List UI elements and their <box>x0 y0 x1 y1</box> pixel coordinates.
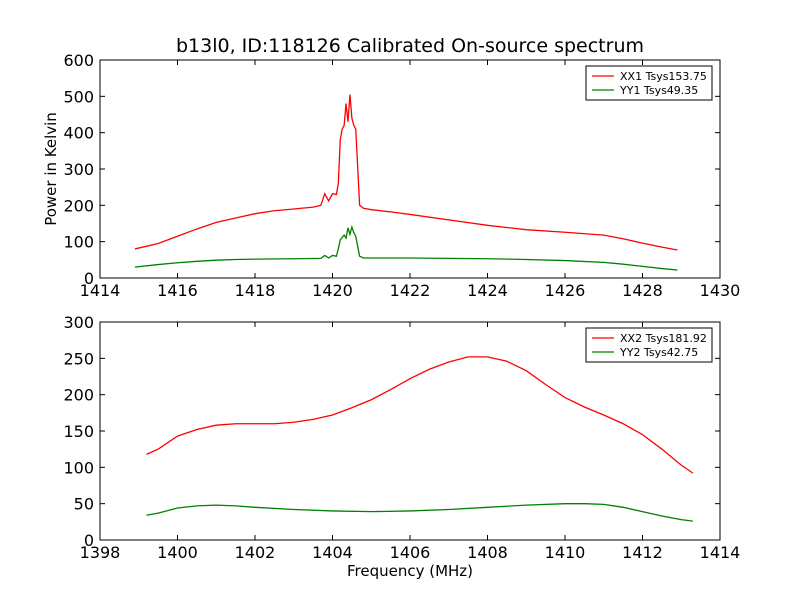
y-tick-label: 0 <box>84 269 94 288</box>
x-tick-label: 1402 <box>235 543 276 562</box>
x-tick-label: 1406 <box>390 543 431 562</box>
legend-label: YY1 Tsys49.35 <box>619 84 698 97</box>
x-tick-label: 1414 <box>80 281 121 300</box>
y-axis-label: Power in Kelvin <box>42 112 60 226</box>
x-axis-label: Frequency (MHz) <box>347 562 473 580</box>
y-tick-label: 250 <box>63 349 94 368</box>
x-tick-label: 1398 <box>80 543 121 562</box>
y-tick-label: 500 <box>63 87 94 106</box>
x-tick-label: 1414 <box>700 543 741 562</box>
x-tick-label: 1418 <box>235 281 276 300</box>
y-tick-label: 600 <box>63 51 94 70</box>
series-line-2 <box>134 224 678 271</box>
x-tick-label: 1412 <box>622 543 663 562</box>
y-tick-label: 150 <box>63 422 94 441</box>
x-tick-label: 1428 <box>622 281 663 300</box>
x-tick-label: 1408 <box>467 543 508 562</box>
legend-label: XX2 Tsys181.92 <box>620 332 707 345</box>
series-line-1 <box>146 356 694 474</box>
y-tick-label: 100 <box>63 458 94 477</box>
chart-title: b13l0, ID:118126 Calibrated On-source sp… <box>176 35 644 57</box>
x-tick-label: 1424 <box>467 281 508 300</box>
legend-box <box>585 65 713 101</box>
x-tick-label: 1416 <box>157 281 198 300</box>
y-tick-label: 300 <box>63 313 94 332</box>
y-tick-label: 0 <box>84 531 94 550</box>
x-tick-label: 1422 <box>390 281 431 300</box>
top-plot: 1414 1416 1418 1420 1422 1424 1426 1428 1430 0 100… <box>63 51 740 300</box>
y-tick-label: 50 <box>74 495 94 514</box>
x-tick-label: 1404 <box>312 543 353 562</box>
y-tick-label: 300 <box>63 160 94 179</box>
x-tick-label: 1426 <box>545 281 586 300</box>
legend-label: YY2 Tsys42.75 <box>619 346 698 359</box>
y-tick-label: 200 <box>63 196 94 215</box>
y-tick-label: 200 <box>63 386 94 405</box>
y-tick-label: 400 <box>63 124 94 143</box>
legend-box <box>585 327 713 363</box>
x-tick-label: 1410 <box>545 543 586 562</box>
series-line-2 <box>146 503 693 522</box>
y-tick-label: 100 <box>63 233 94 252</box>
x-tick-label: 1420 <box>312 281 353 300</box>
x-tick-label: 1430 <box>700 281 741 300</box>
series-line-1 <box>134 94 678 251</box>
legend-label: XX1 Tsys153.75 <box>620 70 707 83</box>
x-tick-label: 1400 <box>157 543 198 562</box>
bottom-plot: 1398 1400 1402 1404 1406 1408 1410 1412 1414 0 50 1… <box>63 313 740 562</box>
